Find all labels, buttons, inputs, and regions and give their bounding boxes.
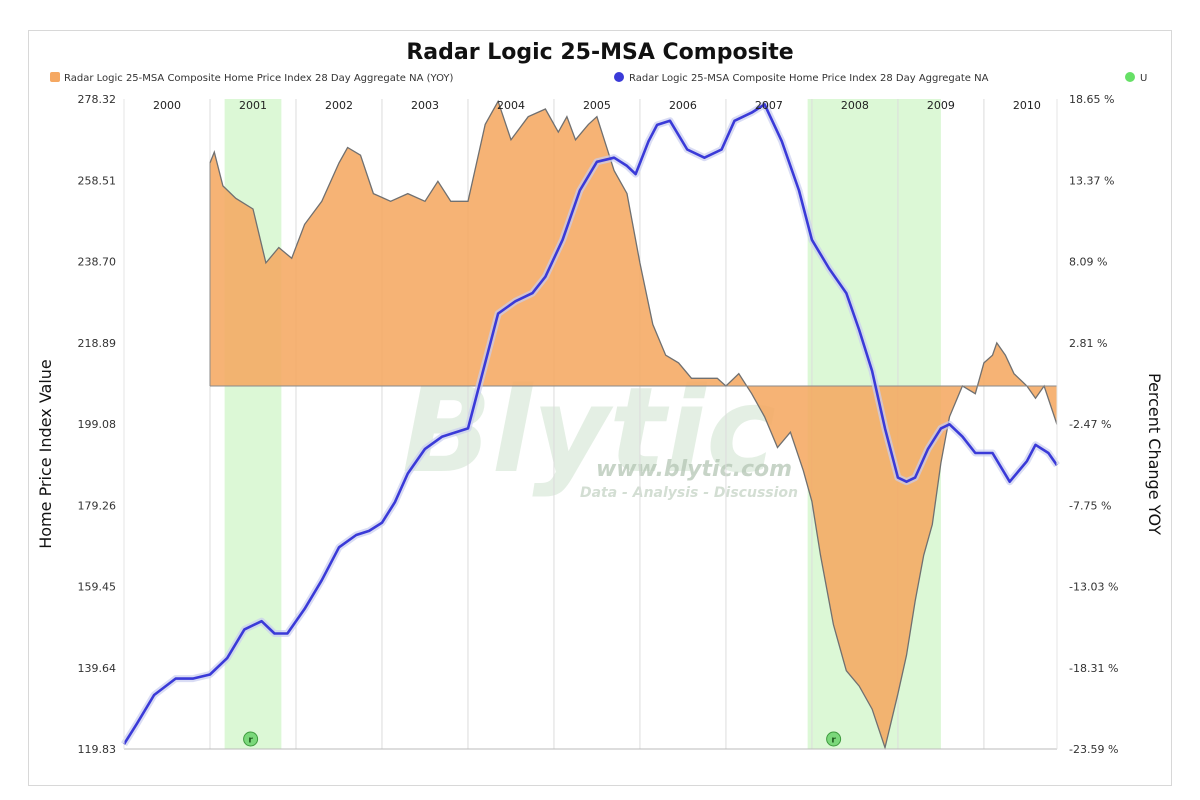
year-label: 2001 bbox=[239, 99, 267, 112]
legend-label-yoy: Radar Logic 25-MSA Composite Home Price … bbox=[64, 73, 454, 84]
year-label: 2004 bbox=[497, 99, 525, 112]
y-left-tick-label: 159.45 bbox=[78, 581, 117, 594]
y-left-tick-label: 199.08 bbox=[78, 418, 117, 431]
y-left-tick-label: 119.83 bbox=[78, 743, 117, 756]
y-left-tick-label: 278.32 bbox=[78, 93, 117, 106]
y-right-tick-label: 18.65 % bbox=[1069, 93, 1114, 106]
year-label: 2006 bbox=[669, 99, 697, 112]
year-label: 2002 bbox=[325, 99, 353, 112]
yoy-area bbox=[210, 101, 1057, 748]
y-right-tick-label: 2.81 % bbox=[1069, 337, 1107, 350]
y-left-tick-label: 179.26 bbox=[78, 499, 117, 512]
y-axis-left-title: Home Price Index Value bbox=[36, 359, 55, 549]
y-axis-right-title: Percent Change YOY bbox=[1145, 373, 1164, 535]
year-label: 2003 bbox=[411, 99, 439, 112]
y-right-tick-label: -18.31 % bbox=[1069, 662, 1118, 675]
watermark-tagline: Data - Analysis - Discussion bbox=[580, 485, 798, 501]
year-label: 2007 bbox=[755, 99, 783, 112]
index-line bbox=[122, 103, 1059, 745]
year-label: 2005 bbox=[583, 99, 611, 112]
legend-swatch-index bbox=[614, 72, 624, 82]
legend-label-index: Radar Logic 25-MSA Composite Home Price … bbox=[629, 73, 989, 84]
yoy-line bbox=[209, 99, 1058, 750]
y-right-tick-label: 13.37 % bbox=[1069, 174, 1114, 187]
year-label: 2008 bbox=[841, 99, 869, 112]
y-right-tick-label: -23.59 % bbox=[1069, 743, 1118, 756]
recession-marker bbox=[243, 731, 259, 747]
legend-label-recession: U bbox=[1140, 73, 1147, 84]
recession-marker-label: r bbox=[831, 736, 836, 746]
chart-title: Radar Logic 25-MSA Composite bbox=[406, 40, 793, 65]
y-right-tick-label: -7.75 % bbox=[1069, 499, 1111, 512]
year-label: 2009 bbox=[927, 99, 955, 112]
recession-marker-label: r bbox=[248, 736, 253, 746]
legend: Radar Logic 25-MSA Composite Home Price … bbox=[50, 72, 1147, 84]
year-label: 2000 bbox=[153, 99, 181, 112]
recession-marker bbox=[826, 731, 842, 747]
legend-swatch-recession bbox=[1125, 72, 1135, 82]
legend-swatch-yoy bbox=[50, 72, 60, 82]
y-right-tick-label: -2.47 % bbox=[1069, 418, 1111, 431]
y-left-tick-label: 139.64 bbox=[78, 662, 117, 675]
y-left-tick-label: 218.89 bbox=[78, 337, 117, 350]
y-right-tick-label: 8.09 % bbox=[1069, 256, 1107, 269]
y-left-tick-label: 238.70 bbox=[78, 256, 117, 269]
y-left-tick-label: 258.51 bbox=[78, 174, 117, 187]
watermark-url: www.blytic.com bbox=[596, 457, 792, 482]
year-label: 2010 bbox=[1013, 99, 1041, 112]
y-right-tick-label: -13.03 % bbox=[1069, 581, 1118, 594]
